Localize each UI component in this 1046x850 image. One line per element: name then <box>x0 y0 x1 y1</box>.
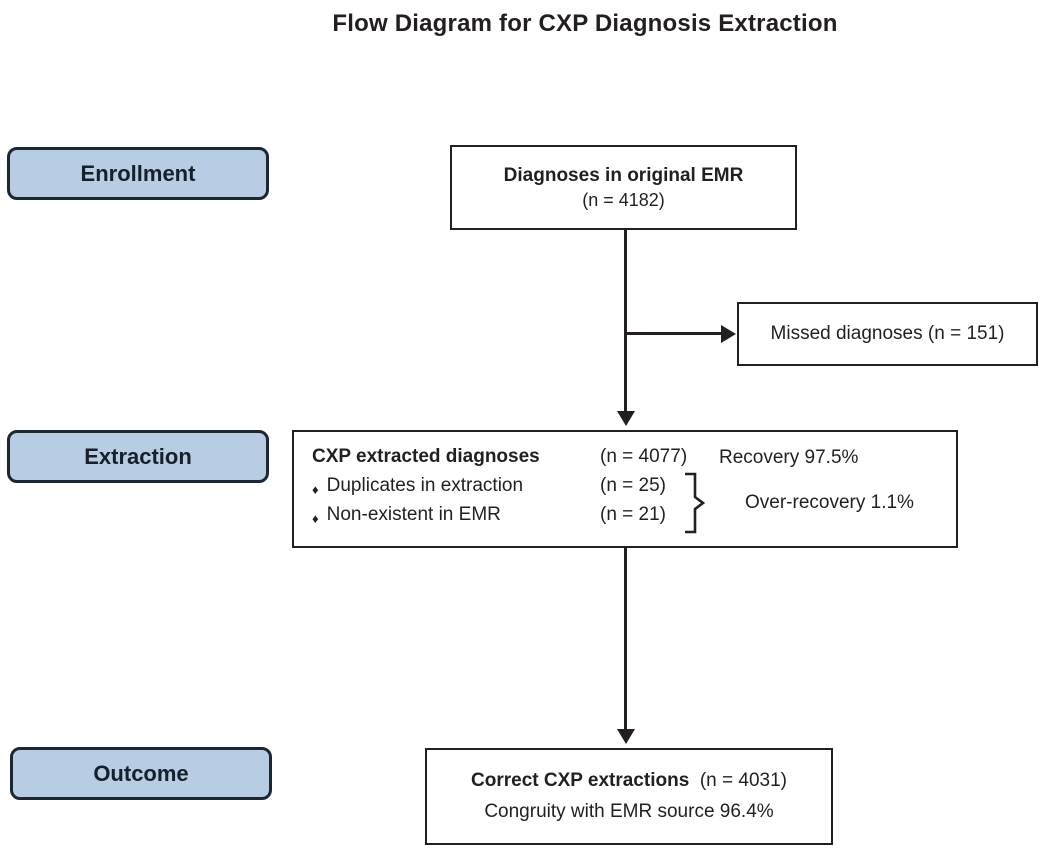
stage-box-enrollment: Enrollment <box>7 147 269 200</box>
bullet-nonexistent-n: (n = 21) <box>600 504 667 525</box>
diamond-bullet-icon: ♦ <box>312 511 319 526</box>
stage-label-extraction: Extraction <box>84 443 192 469</box>
cxp-extracted-title: CXP extracted diagnoses <box>312 446 540 467</box>
arrow-line-emr-to-extraction <box>624 230 627 413</box>
stage-box-outcome: Outcome <box>10 747 272 800</box>
cxp-extracted-headline: CXP extracted diagnoses (n = 4077) <box>312 446 687 468</box>
cxp-extracted-n: (n = 4077) <box>600 446 688 467</box>
stage-box-extraction: Extraction <box>7 430 269 483</box>
arrow-line-branch-missed <box>626 332 723 335</box>
recovery-label: Recovery 97.5% <box>719 447 859 468</box>
correct-extractions-n: (n = 4031) <box>694 770 787 791</box>
bullet-duplicates-row: ♦ Duplicates in extraction (n = 25) <box>312 475 666 497</box>
bullet-duplicates-label: ♦ Duplicates in extraction <box>312 475 524 497</box>
stage-label-enrollment: Enrollment <box>80 160 196 186</box>
missed-diagnoses-label: Missed diagnoses (n = 151) <box>770 323 1005 344</box>
missed-diagnoses-box: Missed diagnoses (n = 151) <box>737 302 1038 366</box>
arrow-line-extraction-to-outcome <box>624 548 627 731</box>
emr-diagnoses-n: (n = 4182) <box>582 189 665 210</box>
stage-label-outcome: Outcome <box>93 760 189 786</box>
emr-diagnoses-box: Diagnoses in original EMR (n = 4182) <box>450 145 797 230</box>
arrow-right-icon <box>721 324 736 343</box>
bullet-nonexistent-label: ♦ Non-existent in EMR <box>312 504 501 526</box>
arrow-down-icon <box>617 729 635 744</box>
cxp-extracted-box: CXP extracted diagnoses (n = 4077) ♦ Dupl… <box>292 430 958 548</box>
congruity-label: Congruity with EMR source 96.4% <box>484 801 774 822</box>
bullet-duplicates-n: (n = 25) <box>600 475 667 496</box>
bullet-nonexistent-row: ♦ Non-existent in EMR (n = 21) <box>312 504 666 526</box>
emr-diagnoses-title: Diagnoses in original EMR <box>503 164 744 186</box>
diagram-title: Flow Diagram for CXP Diagnosis Extractio… <box>332 10 838 37</box>
correct-extractions-headline: Correct CXP extractions (n = 4031) <box>471 770 787 792</box>
correct-extractions-title: Correct CXP extractions <box>471 770 690 791</box>
arrow-down-icon <box>617 411 635 426</box>
correct-extractions-box: Correct CXP extractions (n = 4031) Congr… <box>425 748 833 845</box>
over-recovery-label: Over-recovery 1.1% <box>745 492 914 513</box>
curly-brace-icon <box>682 472 706 539</box>
diamond-bullet-icon: ♦ <box>312 482 319 497</box>
